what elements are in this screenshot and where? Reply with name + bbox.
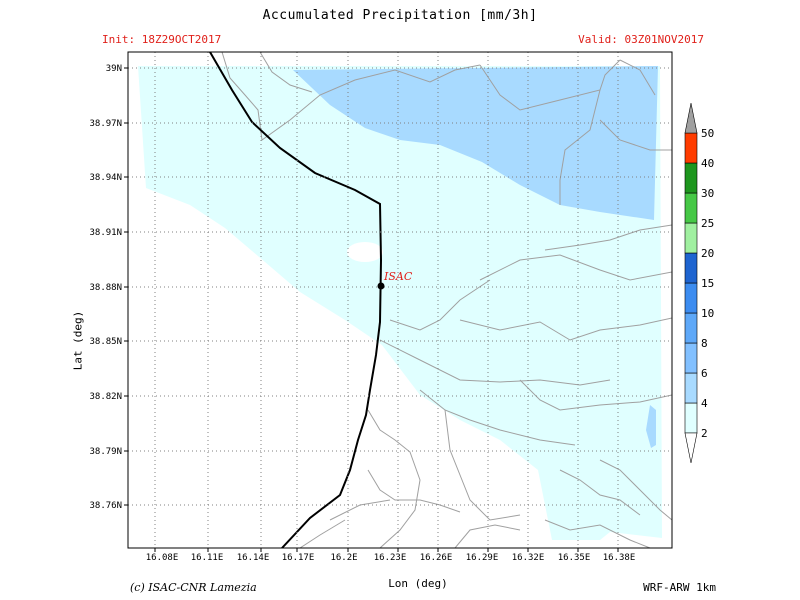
coastline (209, 52, 383, 548)
colorbar-label: 40 (701, 157, 714, 170)
x-axis: 16.08E 16.11E 16.14E 16.17E 16.2E 16.23E… (146, 548, 636, 563)
precip-area-medium (293, 66, 658, 220)
colorbar-segment (684, 342, 698, 374)
x-tick-label: 16.26E (420, 553, 453, 563)
colorbar: 2 4 6 8 10 15 20 25 30 40 50 (684, 102, 714, 464)
colorbar-segment (684, 222, 698, 254)
colorbar-segment (684, 132, 698, 164)
geographic-lines (221, 52, 672, 548)
y-tick-label: 39N (106, 64, 122, 74)
colorbar-label: 6 (701, 367, 708, 380)
x-tick-label: 16.29E (466, 553, 499, 563)
colorbar-label: 15 (701, 277, 714, 290)
y-tick-label: 38.97N (89, 119, 122, 129)
colorbar-segment (684, 402, 698, 434)
precip-gap (347, 242, 383, 262)
init-time: Init: 18Z29OCT2017 (102, 33, 222, 46)
y-tick-label: 38.82N (89, 392, 122, 402)
colorbar-segment (684, 192, 698, 224)
colorbar-label: 50 (701, 127, 714, 140)
y-tick-label: 38.88N (89, 283, 122, 293)
model-name: WRF-ARW 1km (643, 581, 716, 594)
precip-area-blob (646, 405, 656, 448)
x-tick-label: 16.32E (512, 553, 545, 563)
y-axis-label: Lat (deg) (71, 310, 85, 371)
station-marker (377, 282, 385, 290)
x-tick-label: 16.08E (146, 553, 179, 563)
chart-title: Accumulated Precipitation [mm/3h] (262, 8, 538, 23)
colorbar-label: 2 (701, 427, 708, 440)
colorbar-segment (684, 372, 698, 404)
colorbar-segment (684, 312, 698, 344)
colorbar-label: 4 (701, 397, 708, 410)
colorbar-segment (684, 252, 698, 284)
y-tick-label: 38.76N (89, 501, 122, 511)
colorbar-min-arrow (684, 432, 698, 464)
x-tick-label: 16.23E (374, 553, 407, 563)
y-tick-label: 38.94N (89, 173, 122, 183)
x-tick-label: 16.11E (191, 553, 224, 563)
colorbar-label: 20 (701, 247, 714, 260)
grid (128, 52, 672, 548)
y-tick-label: 38.79N (89, 447, 122, 457)
credit-text: (c) ISAC-CNR Lamezia (130, 581, 257, 594)
plot-frame (127, 51, 673, 549)
valid-time: Valid: 03Z01NOV2017 (578, 33, 704, 46)
x-tick-label: 16.17E (282, 553, 315, 563)
colorbar-max-arrow (684, 102, 698, 134)
x-tick-label: 16.2E (330, 553, 357, 563)
colorbar-label: 10 (701, 307, 714, 320)
colorbar-label: 8 (701, 337, 708, 350)
x-tick-label: 16.38E (603, 553, 636, 563)
colorbar-segment (684, 162, 698, 194)
colorbar-label: 30 (701, 187, 714, 200)
y-tick-label: 38.91N (89, 228, 122, 238)
x-tick-label: 16.35E (558, 553, 591, 563)
colorbar-segment (684, 282, 698, 314)
y-tick-label: 38.85N (89, 337, 122, 347)
y-axis: 39N 38.97N 38.94N 38.91N 38.88N 38.85N 3… (89, 64, 128, 511)
x-axis-label: Lon (deg) (388, 577, 448, 590)
x-tick-label: 16.14E (237, 553, 270, 563)
colorbar-label: 25 (701, 217, 714, 230)
station-label: ISAC (383, 270, 413, 283)
